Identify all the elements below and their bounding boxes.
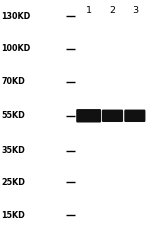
- Text: 130KD: 130KD: [1, 12, 31, 21]
- Text: 35KD: 35KD: [1, 146, 25, 155]
- FancyBboxPatch shape: [76, 109, 101, 123]
- Text: 70KD: 70KD: [1, 77, 25, 86]
- Text: 2: 2: [110, 6, 115, 15]
- Text: 15KD: 15KD: [1, 211, 25, 220]
- Text: 100KD: 100KD: [1, 44, 31, 53]
- Text: 25KD: 25KD: [1, 178, 25, 187]
- FancyBboxPatch shape: [124, 110, 145, 122]
- FancyBboxPatch shape: [102, 110, 123, 122]
- Text: 3: 3: [132, 6, 138, 15]
- Text: 1: 1: [86, 6, 92, 15]
- Text: 55KD: 55KD: [1, 111, 25, 120]
